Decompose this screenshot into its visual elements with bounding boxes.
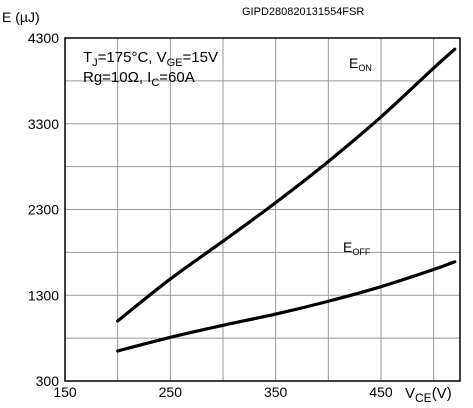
y-tick-label: 3300 [28,116,59,132]
grid [65,38,460,381]
document-id: GIPD280820131554FSR [242,6,364,18]
x-axis-label: VCE(V) [405,385,452,405]
x-tick-label: 250 [159,384,183,400]
series-group [116,47,457,353]
series-line-eoff [116,260,457,353]
plot-frame [64,37,461,382]
y-tick-labels: 300 1300 2300 3300 4300 [28,30,59,389]
conditions-line-2: Rg=10Ω, IC=60A [83,69,195,89]
series-label-eon: EON [349,55,372,73]
conditions-line-1: TJ=175°C, VGE=15V [83,49,218,69]
x-tick-label: 350 [264,384,288,400]
y-tick-label: 4300 [28,30,59,46]
series-line-eon [116,47,457,323]
x-tick-labels: 150 250 350 450 [53,384,393,400]
x-tick-label: 450 [369,384,393,400]
y-axis-label: E (µJ) [2,9,40,25]
y-tick-label: 300 [36,373,60,389]
y-tick-label: 2300 [28,202,59,218]
series-label-eoff: EOFF [343,239,371,257]
x-tick-label: 150 [53,384,77,400]
y-tick-label: 1300 [28,287,59,303]
